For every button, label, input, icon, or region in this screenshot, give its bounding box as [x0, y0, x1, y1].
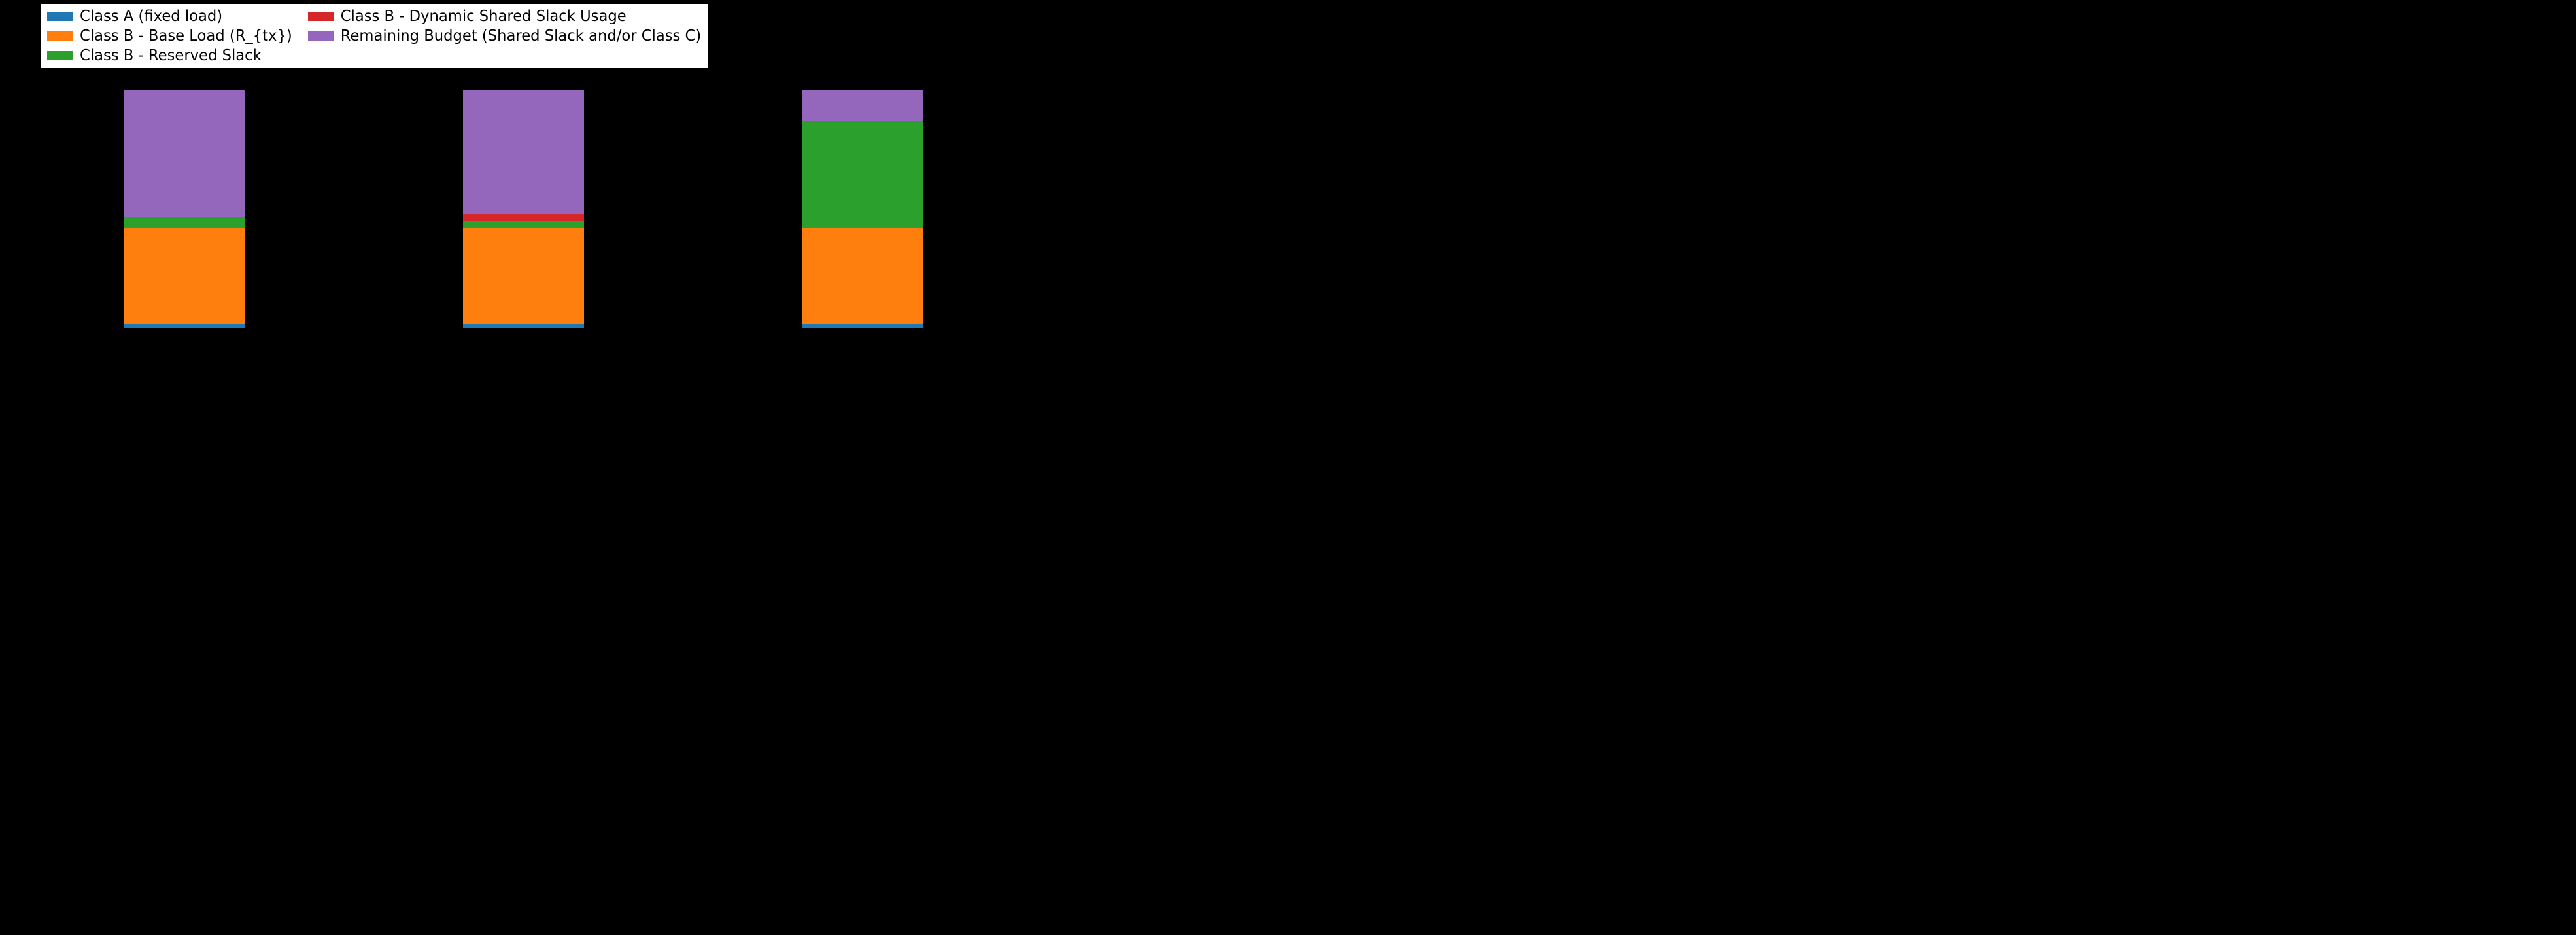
legend-col-1: Class B - Dynamic Shared Slack Usage Rem… — [308, 7, 701, 65]
segment-class_b_reserved — [124, 217, 245, 228]
segment-class_a — [124, 324, 245, 328]
segment-class_a — [802, 324, 923, 328]
legend-swatch — [47, 51, 73, 60]
legend-item-class-b-reserved: Class B - Reserved Slack — [47, 46, 292, 65]
legend-swatch — [47, 12, 73, 21]
segment-class_b_reserved — [463, 221, 584, 228]
legend-item-class-b-base: Class B - Base Load (R_{tx}) — [47, 26, 292, 46]
figure: Class A (fixed load) Class B - Base Load… — [0, 0, 1031, 374]
legend-label: Class B - Reserved Slack — [80, 47, 262, 64]
segment-class_b_reserved — [802, 121, 923, 228]
segment-remaining — [802, 90, 923, 121]
bar-2 — [802, 90, 923, 328]
legend: Class A (fixed load) Class B - Base Load… — [39, 3, 709, 69]
legend-col-0: Class A (fixed load) Class B - Base Load… — [47, 7, 292, 65]
legend-swatch — [308, 12, 334, 21]
bar-1 — [463, 90, 584, 328]
segment-class_b_base — [124, 228, 245, 324]
segment-remaining — [463, 90, 584, 214]
legend-swatch — [47, 31, 73, 41]
segment-class_b_base — [463, 228, 584, 324]
segment-class_a — [463, 324, 584, 328]
legend-item-class-b-dynamic: Class B - Dynamic Shared Slack Usage — [308, 7, 701, 26]
segment-remaining — [124, 90, 245, 217]
segment-class_b_base — [802, 228, 923, 324]
legend-label: Class B - Base Load (R_{tx}) — [80, 27, 292, 44]
bar-0 — [124, 90, 245, 328]
legend-swatch — [308, 31, 334, 41]
legend-label: Class A (fixed load) — [80, 8, 222, 25]
legend-columns: Class A (fixed load) Class B - Base Load… — [47, 7, 701, 65]
segment-class_b_dynamic — [463, 214, 584, 221]
legend-label: Class B - Dynamic Shared Slack Usage — [341, 8, 627, 25]
legend-item-remaining: Remaining Budget (Shared Slack and/or Cl… — [308, 26, 701, 46]
plot-area — [39, 90, 1007, 328]
legend-label: Remaining Budget (Shared Slack and/or Cl… — [341, 27, 701, 44]
legend-item-class-a: Class A (fixed load) — [47, 7, 292, 26]
